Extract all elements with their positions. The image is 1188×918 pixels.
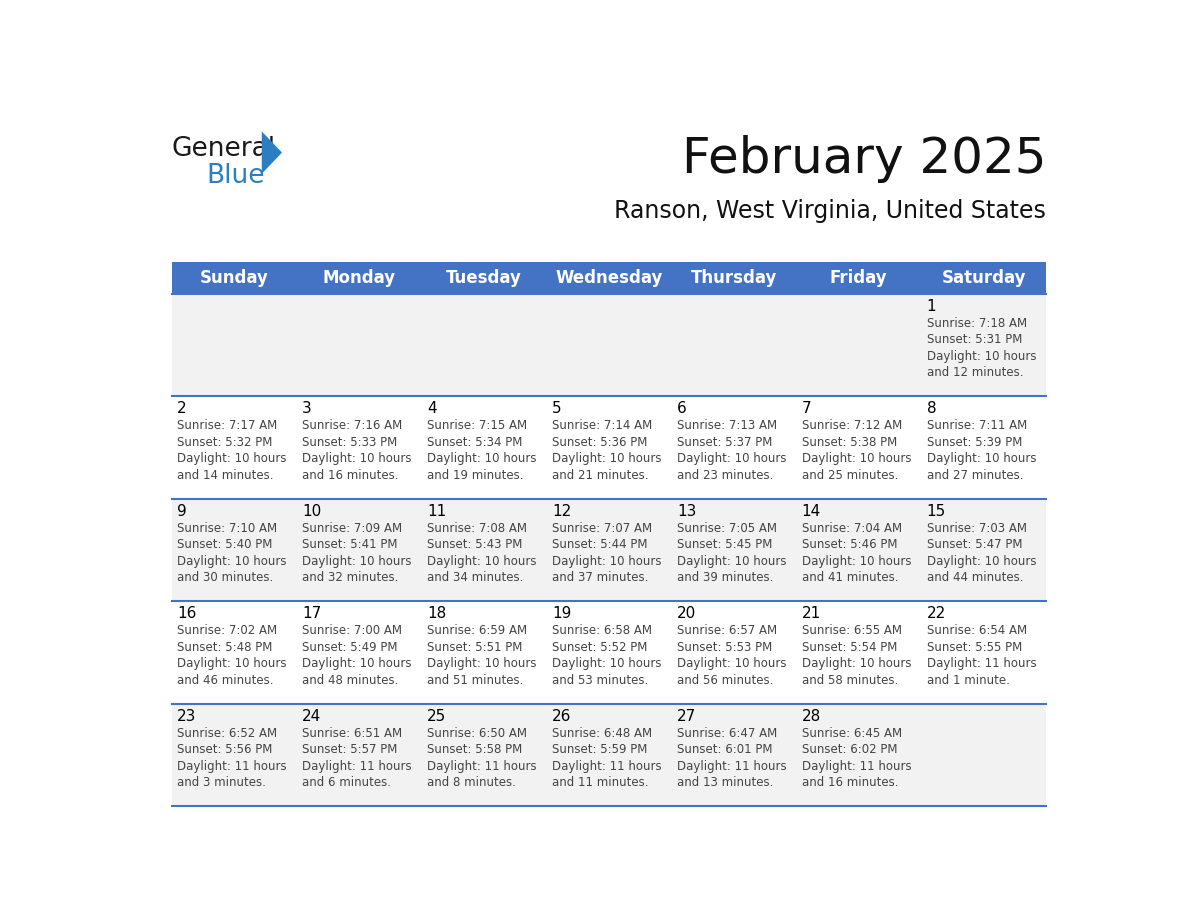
Text: Sunrise: 7:08 AM
Sunset: 5:43 PM
Daylight: 10 hours
and 34 minutes.: Sunrise: 7:08 AM Sunset: 5:43 PM Dayligh…	[426, 521, 537, 584]
Text: General: General	[171, 136, 276, 162]
Text: Sunrise: 7:11 AM
Sunset: 5:39 PM
Daylight: 10 hours
and 27 minutes.: Sunrise: 7:11 AM Sunset: 5:39 PM Dayligh…	[927, 419, 1036, 482]
Text: Sunrise: 7:05 AM
Sunset: 5:45 PM
Daylight: 10 hours
and 39 minutes.: Sunrise: 7:05 AM Sunset: 5:45 PM Dayligh…	[677, 521, 786, 584]
Text: Sunrise: 6:52 AM
Sunset: 5:56 PM
Daylight: 11 hours
and 3 minutes.: Sunrise: 6:52 AM Sunset: 5:56 PM Dayligh…	[177, 726, 286, 789]
Text: 6: 6	[677, 401, 687, 417]
Text: Sunrise: 7:18 AM
Sunset: 5:31 PM
Daylight: 10 hours
and 12 minutes.: Sunrise: 7:18 AM Sunset: 5:31 PM Dayligh…	[927, 317, 1036, 379]
Text: Sunrise: 7:16 AM
Sunset: 5:33 PM
Daylight: 10 hours
and 16 minutes.: Sunrise: 7:16 AM Sunset: 5:33 PM Dayligh…	[302, 419, 411, 482]
Text: 25: 25	[426, 709, 447, 724]
Text: Thursday: Thursday	[690, 269, 777, 287]
Text: Sunrise: 6:55 AM
Sunset: 5:54 PM
Daylight: 10 hours
and 58 minutes.: Sunrise: 6:55 AM Sunset: 5:54 PM Dayligh…	[802, 624, 911, 687]
Text: 3: 3	[302, 401, 311, 417]
Text: 9: 9	[177, 504, 187, 519]
Text: 21: 21	[802, 607, 821, 621]
Bar	[171, 397, 1047, 498]
Text: 18: 18	[426, 607, 447, 621]
Text: Sunrise: 7:15 AM
Sunset: 5:34 PM
Daylight: 10 hours
and 19 minutes.: Sunrise: 7:15 AM Sunset: 5:34 PM Dayligh…	[426, 419, 537, 482]
Text: Wednesday: Wednesday	[555, 269, 663, 287]
Text: 28: 28	[802, 709, 821, 724]
Bar	[171, 294, 1047, 397]
Text: Sunrise: 7:00 AM
Sunset: 5:49 PM
Daylight: 10 hours
and 48 minutes.: Sunrise: 7:00 AM Sunset: 5:49 PM Dayligh…	[302, 624, 411, 687]
Text: Sunday: Sunday	[200, 269, 268, 287]
Text: Sunrise: 7:13 AM
Sunset: 5:37 PM
Daylight: 10 hours
and 23 minutes.: Sunrise: 7:13 AM Sunset: 5:37 PM Dayligh…	[677, 419, 786, 482]
Bar	[171, 263, 1047, 294]
Text: Ranson, West Virginia, United States: Ranson, West Virginia, United States	[614, 198, 1047, 222]
Text: 14: 14	[802, 504, 821, 519]
Text: 1: 1	[927, 299, 936, 314]
Text: Sunrise: 7:10 AM
Sunset: 5:40 PM
Daylight: 10 hours
and 30 minutes.: Sunrise: 7:10 AM Sunset: 5:40 PM Dayligh…	[177, 521, 286, 584]
Text: 27: 27	[677, 709, 696, 724]
Text: 20: 20	[677, 607, 696, 621]
Text: 17: 17	[302, 607, 321, 621]
Text: 4: 4	[426, 401, 436, 417]
Bar	[171, 601, 1047, 704]
Text: Sunrise: 7:03 AM
Sunset: 5:47 PM
Daylight: 10 hours
and 44 minutes.: Sunrise: 7:03 AM Sunset: 5:47 PM Dayligh…	[927, 521, 1036, 584]
Text: Sunrise: 6:45 AM
Sunset: 6:02 PM
Daylight: 11 hours
and 16 minutes.: Sunrise: 6:45 AM Sunset: 6:02 PM Dayligh…	[802, 726, 911, 789]
Text: Sunrise: 6:57 AM
Sunset: 5:53 PM
Daylight: 10 hours
and 56 minutes.: Sunrise: 6:57 AM Sunset: 5:53 PM Dayligh…	[677, 624, 786, 687]
Text: 13: 13	[677, 504, 696, 519]
Text: Sunrise: 7:12 AM
Sunset: 5:38 PM
Daylight: 10 hours
and 25 minutes.: Sunrise: 7:12 AM Sunset: 5:38 PM Dayligh…	[802, 419, 911, 482]
Text: Sunrise: 6:59 AM
Sunset: 5:51 PM
Daylight: 10 hours
and 51 minutes.: Sunrise: 6:59 AM Sunset: 5:51 PM Dayligh…	[426, 624, 537, 687]
Text: 26: 26	[552, 709, 571, 724]
Text: Blue: Blue	[207, 163, 265, 189]
Text: 16: 16	[177, 607, 196, 621]
Text: 12: 12	[552, 504, 571, 519]
Text: Sunrise: 6:50 AM
Sunset: 5:58 PM
Daylight: 11 hours
and 8 minutes.: Sunrise: 6:50 AM Sunset: 5:58 PM Dayligh…	[426, 726, 537, 789]
Text: Sunrise: 6:47 AM
Sunset: 6:01 PM
Daylight: 11 hours
and 13 minutes.: Sunrise: 6:47 AM Sunset: 6:01 PM Dayligh…	[677, 726, 786, 789]
Text: Sunrise: 6:58 AM
Sunset: 5:52 PM
Daylight: 10 hours
and 53 minutes.: Sunrise: 6:58 AM Sunset: 5:52 PM Dayligh…	[552, 624, 662, 687]
Text: 24: 24	[302, 709, 321, 724]
Text: Sunrise: 7:14 AM
Sunset: 5:36 PM
Daylight: 10 hours
and 21 minutes.: Sunrise: 7:14 AM Sunset: 5:36 PM Dayligh…	[552, 419, 662, 482]
Text: 7: 7	[802, 401, 811, 417]
Text: 2: 2	[177, 401, 187, 417]
Text: 8: 8	[927, 401, 936, 417]
Text: Friday: Friday	[830, 269, 887, 287]
Text: 10: 10	[302, 504, 321, 519]
Text: 23: 23	[177, 709, 196, 724]
Text: Sunrise: 7:07 AM
Sunset: 5:44 PM
Daylight: 10 hours
and 37 minutes.: Sunrise: 7:07 AM Sunset: 5:44 PM Dayligh…	[552, 521, 662, 584]
Text: Sunrise: 7:17 AM
Sunset: 5:32 PM
Daylight: 10 hours
and 14 minutes.: Sunrise: 7:17 AM Sunset: 5:32 PM Dayligh…	[177, 419, 286, 482]
Bar	[171, 704, 1047, 806]
Text: 11: 11	[426, 504, 447, 519]
Text: Sunrise: 6:51 AM
Sunset: 5:57 PM
Daylight: 11 hours
and 6 minutes.: Sunrise: 6:51 AM Sunset: 5:57 PM Dayligh…	[302, 726, 411, 789]
Text: Tuesday: Tuesday	[446, 269, 522, 287]
Text: 15: 15	[927, 504, 946, 519]
Text: Sunrise: 6:48 AM
Sunset: 5:59 PM
Daylight: 11 hours
and 11 minutes.: Sunrise: 6:48 AM Sunset: 5:59 PM Dayligh…	[552, 726, 662, 789]
Text: Sunrise: 7:02 AM
Sunset: 5:48 PM
Daylight: 10 hours
and 46 minutes.: Sunrise: 7:02 AM Sunset: 5:48 PM Dayligh…	[177, 624, 286, 687]
Polygon shape	[261, 131, 282, 174]
Bar	[171, 498, 1047, 601]
Text: Sunrise: 7:09 AM
Sunset: 5:41 PM
Daylight: 10 hours
and 32 minutes.: Sunrise: 7:09 AM Sunset: 5:41 PM Dayligh…	[302, 521, 411, 584]
Text: Sunrise: 6:54 AM
Sunset: 5:55 PM
Daylight: 11 hours
and 1 minute.: Sunrise: 6:54 AM Sunset: 5:55 PM Dayligh…	[927, 624, 1036, 687]
Text: 5: 5	[552, 401, 562, 417]
Text: February 2025: February 2025	[682, 135, 1047, 183]
Text: Monday: Monday	[322, 269, 396, 287]
Text: 22: 22	[927, 607, 946, 621]
Text: Saturday: Saturday	[941, 269, 1026, 287]
Text: 19: 19	[552, 607, 571, 621]
Text: Sunrise: 7:04 AM
Sunset: 5:46 PM
Daylight: 10 hours
and 41 minutes.: Sunrise: 7:04 AM Sunset: 5:46 PM Dayligh…	[802, 521, 911, 584]
